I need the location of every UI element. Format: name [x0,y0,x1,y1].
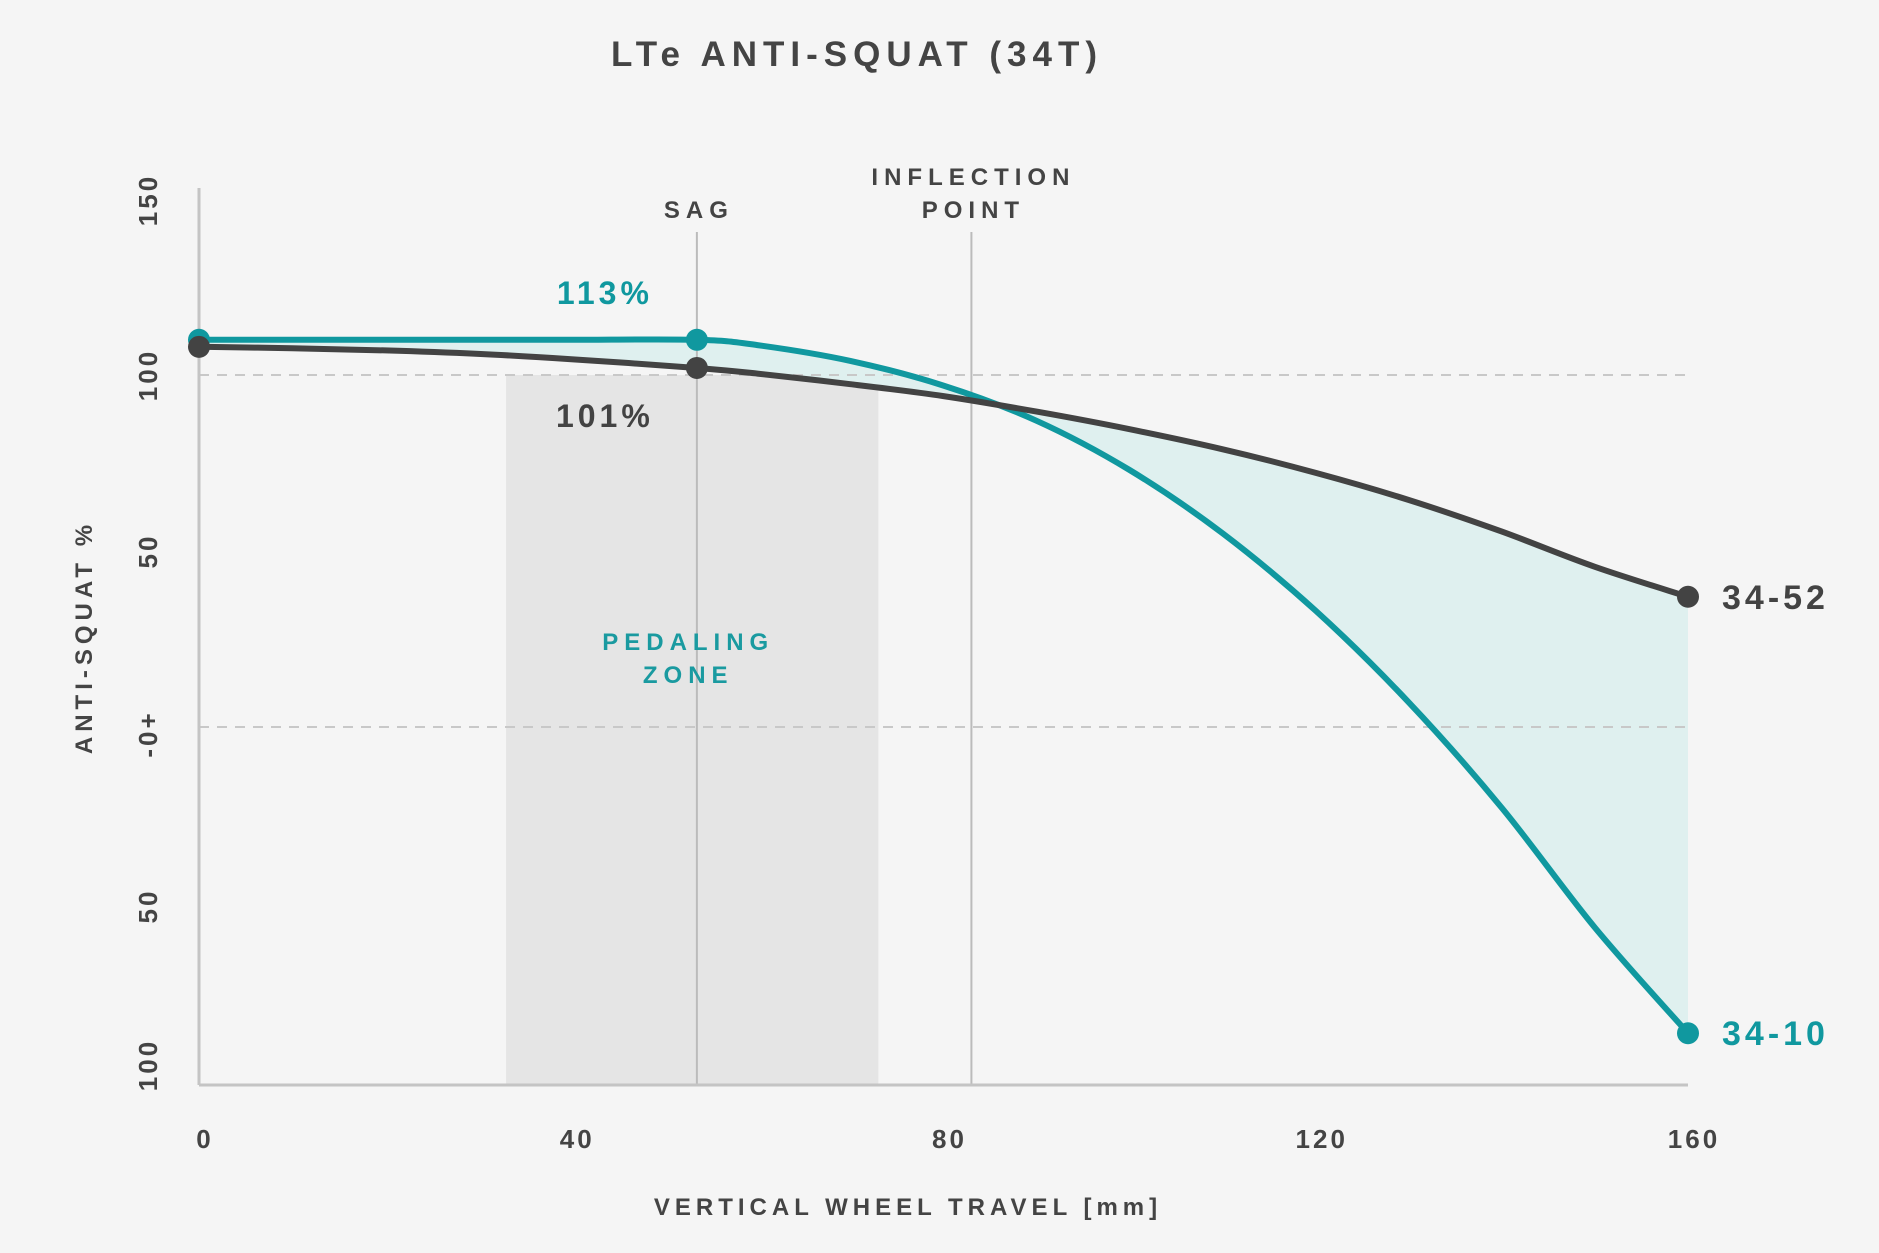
x-tick-label: 40 [560,1124,595,1154]
chart-title: LTe ANTI-SQUAT (34T) [611,35,1103,74]
series-point [188,335,210,358]
series-point [1677,585,1699,608]
series-end-label: 34-10 [1722,1015,1829,1053]
series-layer [188,328,1699,1045]
y-tick-label: 150 [133,174,163,226]
x-tick-label: 120 [1296,1124,1348,1154]
y-tick-label: 100 [133,1039,163,1091]
y-tick-label: 100 [133,349,163,401]
pedaling-zone-label: ZONE [643,662,734,689]
series-point [685,328,708,351]
series-point [685,356,708,379]
difference-fill-layer [199,339,1688,1034]
value-label: 113% [557,275,653,311]
value-label: 101% [556,398,654,434]
y-tick-label: 50 [133,534,163,569]
y-tick-label: 50 [133,889,163,924]
pedaling-zone-label: PEDALING [602,629,774,656]
series-point [1677,1022,1699,1045]
y-tick-label: -0+ [133,710,163,757]
x-tick-label: 0 [196,1124,213,1154]
pedaling-zone [506,375,879,1085]
label-layer: PEDALING ZONE SAG INFLECTION POINT 0 40 80 120 16… [133,164,1829,1154]
x-axis-title: VERTICAL WHEEL TRAVEL [mm] [654,1194,1162,1221]
gridline-layer [199,374,1688,728]
pedaling-zone-layer [506,375,879,1085]
difference-fill [199,339,1688,1034]
marker-label: SAG [664,197,734,224]
marker-label: POINT [922,197,1025,224]
series-line [196,343,1691,600]
series-end-label: 34-52 [1722,579,1829,617]
marker-label: INFLECTION [871,164,1075,191]
x-tick-label: 80 [932,1124,967,1154]
x-tick-label: 160 [1668,1124,1720,1154]
y-axis-title: ANTI-SQUAT % [71,520,98,754]
